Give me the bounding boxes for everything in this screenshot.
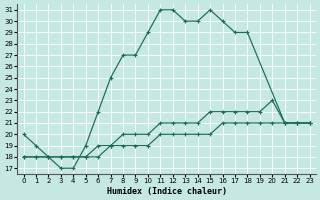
X-axis label: Humidex (Indice chaleur): Humidex (Indice chaleur) bbox=[107, 187, 227, 196]
